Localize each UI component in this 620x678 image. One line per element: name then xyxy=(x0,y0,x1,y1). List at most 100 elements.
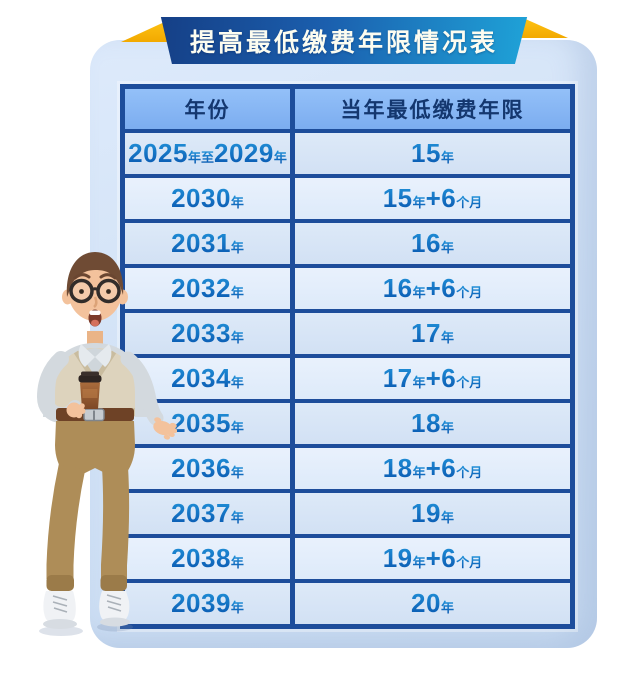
year-cell: 2033年 xyxy=(125,313,295,354)
header-year: 年份 xyxy=(125,89,295,129)
table-row: 2035年 18年 xyxy=(125,399,570,444)
year-label: 2031年 xyxy=(171,228,244,259)
table-row: 2033年 17年 xyxy=(125,309,570,354)
min-years-cell: 16年 xyxy=(295,223,570,264)
label-segment: 15 xyxy=(411,138,441,168)
year-label: 2032年 xyxy=(171,273,244,304)
label-segment: 年 xyxy=(230,240,244,255)
right-arm xyxy=(36,351,69,423)
min-years-cell: 20年 xyxy=(295,583,570,624)
label-segment: 年 xyxy=(230,375,244,390)
label-segment: 个月 xyxy=(456,285,483,300)
label-segment: 17 xyxy=(382,363,413,393)
label-segment: 2031 xyxy=(171,228,231,258)
eye xyxy=(79,289,84,294)
coffee-cup xyxy=(66,371,102,419)
min-years-label: 17年+6个月 xyxy=(383,363,483,394)
table-row: 2037年 19年 xyxy=(125,489,570,534)
year-cell: 2030年 xyxy=(125,178,295,219)
min-years-cell: 19年+6个月 xyxy=(295,538,570,579)
label-segment: +6 xyxy=(425,543,457,573)
min-years-cell: 19年 xyxy=(295,493,570,534)
table-row: 2025年至2029年 15年 xyxy=(125,129,570,174)
label-segment: 2036 xyxy=(171,453,231,483)
open-hand xyxy=(153,417,177,440)
table-header-row: 年份 当年最低缴费年限 xyxy=(125,89,570,129)
tongue xyxy=(91,319,99,327)
min-years-cell: 15年 xyxy=(295,133,570,174)
data-table: 年份 当年最低缴费年限 2025年至2029年 15年 2030年 15年+6个… xyxy=(120,84,575,629)
label-segment: 年 xyxy=(440,150,454,165)
table-row: 2031年 16年 xyxy=(125,219,570,264)
table-row: 2030年 15年+6个月 xyxy=(125,174,570,219)
year-label: 2036年 xyxy=(171,453,244,484)
label-segment: 年 xyxy=(440,240,454,255)
min-years-label: 15年+6个月 xyxy=(383,183,483,214)
min-years-cell: 15年+6个月 xyxy=(295,178,570,219)
label-segment: 年 xyxy=(230,555,244,570)
label-segment: 年 xyxy=(230,600,244,615)
label-segment: 年 xyxy=(412,195,426,210)
teeth xyxy=(89,310,101,315)
label-segment: 2038 xyxy=(171,543,231,573)
year-cell: 2038年 xyxy=(125,538,295,579)
year-cell: 2025年至2029年 xyxy=(125,133,295,174)
label-segment: 2030 xyxy=(171,183,231,213)
title-banner: 提高最低缴费年限情况表 xyxy=(160,17,528,64)
label-segment: 20 xyxy=(411,588,441,618)
year-cell: 2036年 xyxy=(125,448,295,489)
year-cell: 2032年 xyxy=(125,268,295,309)
sneaker xyxy=(99,591,130,624)
min-years-label: 18年+6个月 xyxy=(383,453,483,484)
collar xyxy=(78,344,95,367)
min-years-label: 19年 xyxy=(411,498,454,529)
eye xyxy=(106,289,111,294)
sneaker-sole xyxy=(43,619,77,629)
label-segment: +6 xyxy=(425,453,457,483)
label-segment: 年 xyxy=(412,375,426,390)
table-row: 2034年 17年+6个月 xyxy=(125,354,570,399)
min-years-cell: 17年 xyxy=(295,313,570,354)
year-label: 2033年 xyxy=(171,318,244,349)
right-pant-leg xyxy=(101,466,130,579)
label-segment: 2032 xyxy=(171,273,231,303)
min-years-cell: 18年 xyxy=(295,403,570,444)
label-segment: 个月 xyxy=(456,555,483,570)
table-row: 2032年 16年+6个月 xyxy=(125,264,570,309)
table-row: 2036年 18年+6个月 xyxy=(125,444,570,489)
left-arm xyxy=(120,351,164,426)
min-years-label: 15年 xyxy=(411,138,454,169)
eyebrow xyxy=(99,273,117,280)
label-segment: 年 xyxy=(273,150,287,165)
collar xyxy=(95,344,112,367)
glasses-bridge xyxy=(91,287,99,291)
min-years-cell: 18年+6个月 xyxy=(295,448,570,489)
label-segment: 18 xyxy=(382,453,413,483)
label-segment: 年至 xyxy=(187,150,214,165)
pant-cuff xyxy=(100,575,127,591)
label-segment: 2033 xyxy=(171,318,231,348)
label-segment: 15 xyxy=(382,183,413,213)
table-body: 2025年至2029年 15年 2030年 15年+6个月 2031年 16年 xyxy=(125,129,570,624)
label-segment: 年 xyxy=(230,465,244,480)
year-label: 2038年 xyxy=(171,543,244,574)
label-segment: +6 xyxy=(425,183,457,213)
min-years-label: 20年 xyxy=(411,588,454,619)
label-segment: 2035 xyxy=(171,408,231,438)
label-segment: 年 xyxy=(230,330,244,345)
label-segment: 年 xyxy=(412,285,426,300)
label-segment: 19 xyxy=(382,543,413,573)
label-segment: +6 xyxy=(425,273,457,303)
laces xyxy=(52,595,68,613)
table-row: 2039年 20年 xyxy=(125,579,570,624)
label-segment: 年 xyxy=(412,465,426,480)
label-segment: 2034 xyxy=(171,363,231,393)
min-years-cell: 16年+6个月 xyxy=(295,268,570,309)
label-segment: 年 xyxy=(230,285,244,300)
left-pant-leg xyxy=(46,464,86,579)
min-years-label: 16年 xyxy=(411,228,454,259)
year-label: 2025年至2029年 xyxy=(128,138,287,169)
label-segment: 年 xyxy=(440,330,454,345)
label-segment: 年 xyxy=(230,195,244,210)
